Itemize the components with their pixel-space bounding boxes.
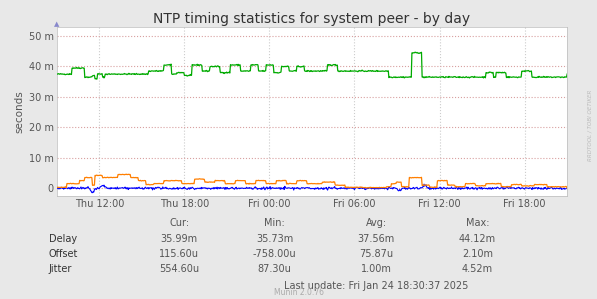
Text: 37.56m: 37.56m [358,234,395,244]
Text: 1.00m: 1.00m [361,264,392,274]
Y-axis label: seconds: seconds [15,90,24,133]
Text: 44.12m: 44.12m [459,234,496,244]
Text: Last update: Fri Jan 24 18:30:37 2025: Last update: Fri Jan 24 18:30:37 2025 [284,281,468,292]
Text: Jitter: Jitter [49,264,72,274]
Text: Avg:: Avg: [365,218,387,228]
Text: ▲: ▲ [54,21,60,27]
Text: Max:: Max: [466,218,490,228]
Text: 115.60u: 115.60u [159,249,199,259]
Text: Offset: Offset [49,249,78,259]
Text: 4.52m: 4.52m [462,264,493,274]
Text: Delay: Delay [49,234,77,244]
Text: -758.00u: -758.00u [253,249,297,259]
Text: 554.60u: 554.60u [159,264,199,274]
Text: Min:: Min: [264,218,285,228]
Text: 35.73m: 35.73m [256,234,293,244]
Text: 75.87u: 75.87u [359,249,393,259]
Text: 87.30u: 87.30u [258,264,291,274]
Text: RRDTOOL / TOBI OETIKER: RRDTOOL / TOBI OETIKER [587,90,592,161]
Title: NTP timing statistics for system peer - by day: NTP timing statistics for system peer - … [153,12,470,26]
Text: Cur:: Cur: [169,218,189,228]
Text: 2.10m: 2.10m [462,249,493,259]
Text: Munin 2.0.76: Munin 2.0.76 [273,288,324,297]
Text: 35.99m: 35.99m [161,234,198,244]
